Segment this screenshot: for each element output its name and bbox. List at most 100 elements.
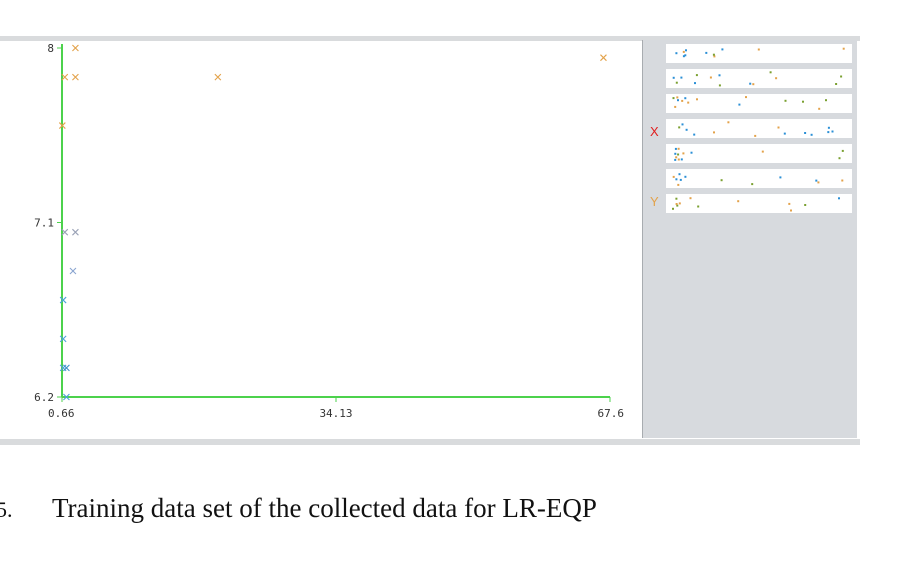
mini-dot xyxy=(681,99,684,102)
data-point xyxy=(72,228,79,236)
mini-dot xyxy=(721,48,724,51)
mini-dot xyxy=(842,47,845,50)
mini-dot xyxy=(705,51,708,54)
mini-dot xyxy=(737,200,740,203)
mini-dot xyxy=(840,75,843,78)
mini-strip[interactable] xyxy=(666,69,852,88)
mini-dot xyxy=(713,131,715,134)
mini-dot xyxy=(675,178,678,181)
data-point xyxy=(600,54,607,62)
mini-dot xyxy=(784,99,787,102)
mini-dot xyxy=(672,175,675,178)
data-point xyxy=(72,44,79,52)
mini-dot xyxy=(674,105,677,108)
mini-dot xyxy=(827,131,830,134)
mini-dot xyxy=(685,128,688,131)
mini-dot xyxy=(783,132,786,135)
data-point xyxy=(61,73,69,81)
mini-dot xyxy=(690,151,693,154)
mini-dot xyxy=(718,84,721,87)
mini-dot xyxy=(841,179,844,182)
axes xyxy=(61,44,610,398)
mini-strips xyxy=(666,44,852,213)
y-tick-label: 7.1 xyxy=(34,217,54,230)
data-point xyxy=(63,364,70,372)
mini-strip[interactable] xyxy=(666,44,852,63)
x-attribute-label[interactable]: X xyxy=(650,124,659,139)
mini-strip[interactable] xyxy=(666,194,852,213)
mini-dot xyxy=(713,55,716,58)
mini-dot xyxy=(677,158,680,161)
mini-dot xyxy=(672,76,675,79)
y-attribute-label[interactable]: Y xyxy=(650,194,659,209)
mini-dot xyxy=(675,203,678,205)
x-tick-label: 0.66 xyxy=(48,407,75,420)
mini-dot xyxy=(757,48,760,51)
mini-dot xyxy=(775,77,778,80)
mini-dot xyxy=(689,197,692,200)
mini-strip[interactable] xyxy=(666,144,852,163)
data-point xyxy=(72,73,79,81)
mini-dot xyxy=(680,158,683,161)
mini-dots xyxy=(672,47,845,212)
mini-scatter-matrix[interactable]: X Y xyxy=(642,40,856,438)
mini-strip[interactable] xyxy=(666,94,852,113)
mini-dot xyxy=(779,176,782,179)
mini-dot xyxy=(709,76,712,79)
mini-dot xyxy=(841,149,844,152)
mini-dot xyxy=(712,53,715,56)
mini-dot xyxy=(738,103,741,106)
mini-dot xyxy=(727,121,730,124)
mini-dot xyxy=(677,99,679,102)
data-point xyxy=(69,267,77,275)
mini-dot xyxy=(695,74,698,77)
mini-dot xyxy=(827,126,830,129)
mini-dot xyxy=(676,204,679,207)
panel-bottom-border xyxy=(0,439,860,445)
data-point xyxy=(214,73,222,81)
mini-dot xyxy=(682,152,685,155)
mini-dot xyxy=(818,107,821,110)
mini-dot xyxy=(679,178,682,181)
mini-dot xyxy=(674,147,677,150)
mini-dot xyxy=(682,50,685,53)
mini-dot xyxy=(693,133,696,136)
mini-dot xyxy=(751,183,754,186)
mini-dot xyxy=(674,158,677,161)
mini-dot xyxy=(677,183,680,186)
mini-dot xyxy=(696,98,698,101)
mini-dot xyxy=(718,74,721,77)
mini-dot xyxy=(720,179,723,182)
mini-dot xyxy=(769,71,772,74)
mini-dot xyxy=(788,202,791,205)
mini-dot xyxy=(817,181,820,184)
mini-dot xyxy=(804,204,807,206)
mini-dot xyxy=(677,153,680,156)
x-tick-label: 34.13 xyxy=(319,407,352,420)
mini-dot xyxy=(675,52,678,55)
mini-dot xyxy=(672,207,674,210)
mini-dot xyxy=(838,157,841,160)
mini-dot xyxy=(694,82,696,85)
mini-dot xyxy=(831,130,834,133)
mini-dot xyxy=(676,96,679,99)
mini-dot xyxy=(681,123,684,126)
mini-dot xyxy=(684,175,687,178)
mini-dot xyxy=(675,197,678,200)
mini-dot xyxy=(684,97,687,100)
mini-dot xyxy=(672,97,675,100)
mini-dot xyxy=(761,150,764,153)
mini-dot xyxy=(802,100,804,103)
mini-dot xyxy=(804,132,807,134)
mini-dot xyxy=(790,209,792,212)
mini-dot xyxy=(749,82,752,85)
mini-dot xyxy=(675,156,678,159)
mini-strip[interactable] xyxy=(666,169,852,188)
mini-dot xyxy=(745,96,747,99)
mini-dot xyxy=(680,76,683,79)
mini-dot xyxy=(754,134,757,137)
mini-dot xyxy=(678,202,681,205)
tick-labels: 0.66 34.13 67.6 8 7.1 6.2 xyxy=(34,42,624,420)
data-point xyxy=(59,335,67,343)
x-tick-label: 67.6 xyxy=(598,407,625,420)
